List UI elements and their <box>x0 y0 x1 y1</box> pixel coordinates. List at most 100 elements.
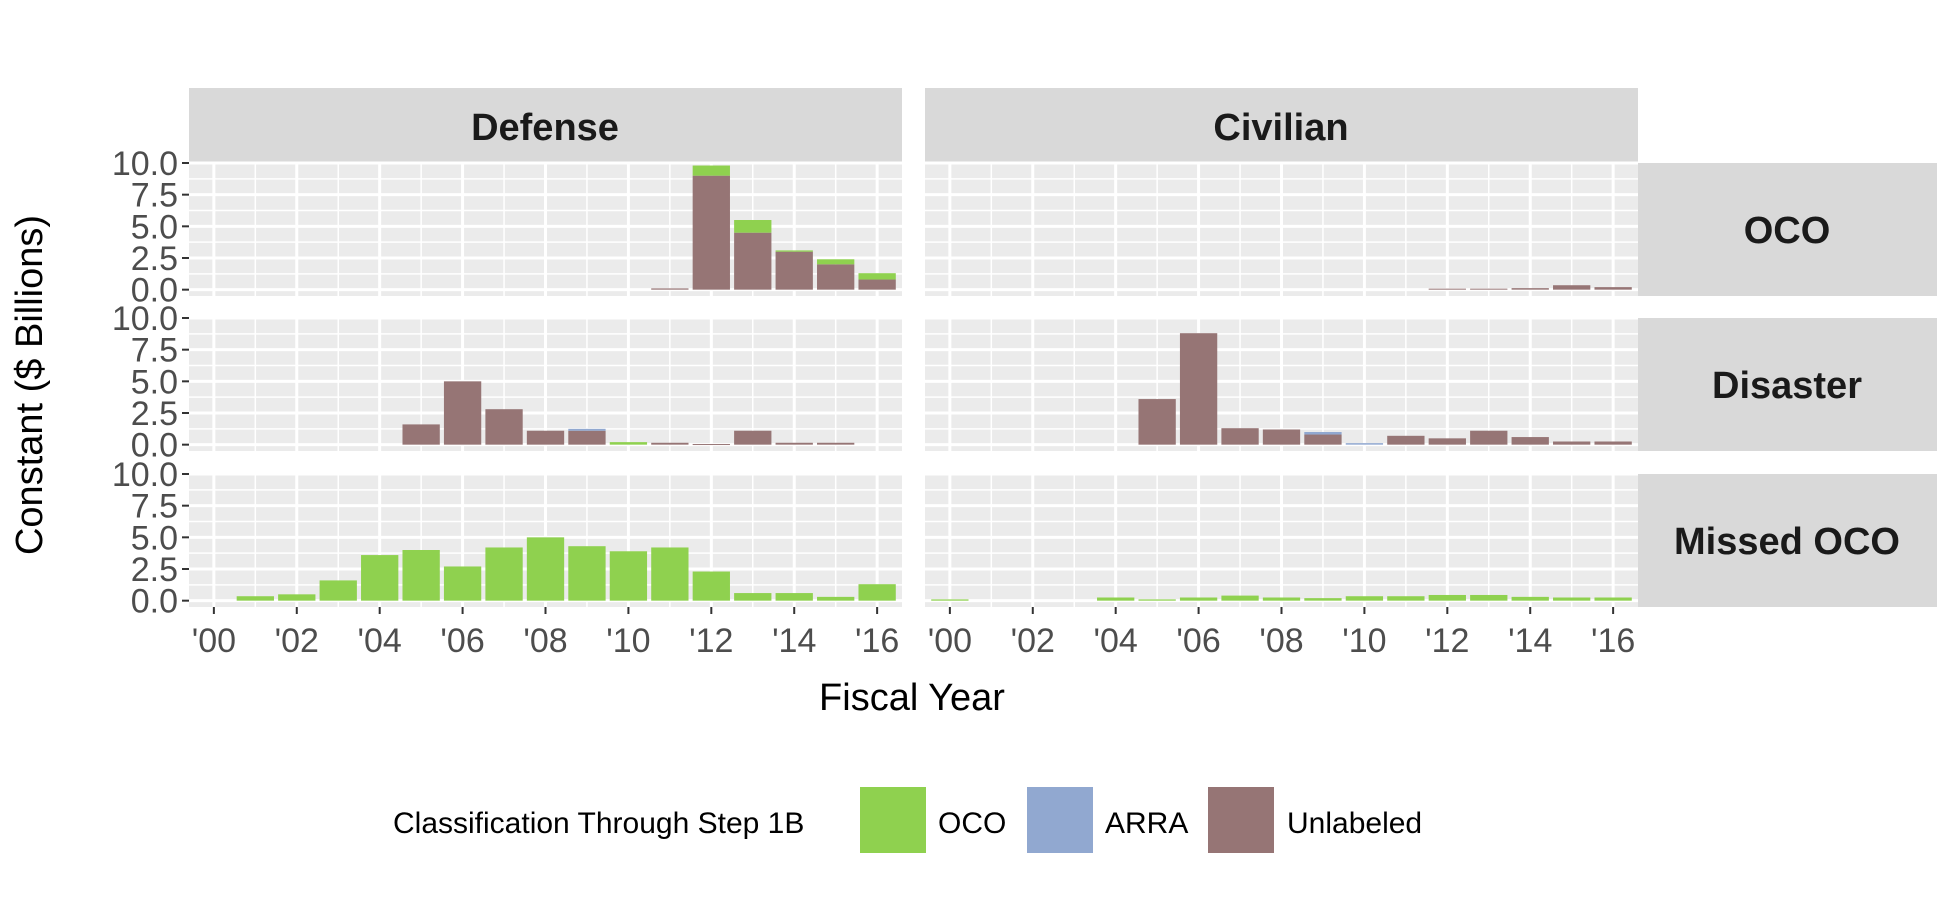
x-tick-label: '12 <box>689 622 733 660</box>
bar-oco-2011 <box>651 547 689 601</box>
legend: Classification Through Step 1B OCO ARRA … <box>393 787 1422 853</box>
bar-oco-2015 <box>817 596 855 601</box>
bar-oco-2004 <box>1097 597 1135 601</box>
strip-civilian-bg <box>925 88 1638 162</box>
bar-unlabeled-2009 <box>1304 434 1342 445</box>
bar-oco-2016 <box>858 584 896 601</box>
y-axis-ticks: 0.02.55.07.510.00.02.55.07.510.00.02.55.… <box>112 145 189 621</box>
strip-civilian-label: Civilian <box>1213 107 1348 149</box>
bar-unlabeled-2012 <box>1428 438 1466 445</box>
x-tick-label: '08 <box>523 622 567 660</box>
y-tick-label: 0.0 <box>131 427 178 465</box>
bar-oco-2007 <box>1221 595 1259 601</box>
bar-unlabeled-2013 <box>734 232 772 290</box>
panel-defense-disaster <box>189 316 902 451</box>
bar-unlabeled-2007 <box>485 409 523 445</box>
legend-label-arra: ARRA <box>1105 807 1188 840</box>
bar-arra-2010 <box>1345 443 1384 445</box>
bar-unlabeled-2005 <box>402 424 440 445</box>
legend-label-oco: OCO <box>938 807 1006 840</box>
x-tick-label: '08 <box>1259 622 1303 660</box>
x-tick-label: '16 <box>855 622 899 660</box>
panel-civilian-disaster <box>925 316 1638 451</box>
strip-disaster-label: Disaster <box>1712 365 1862 407</box>
bar-oco-2007 <box>485 547 523 601</box>
x-tick-label: '02 <box>275 622 319 660</box>
bar-oco-2013 <box>734 220 772 233</box>
bar-unlabeled-2008 <box>1262 429 1301 445</box>
bar-unlabeled-2013 <box>1470 430 1508 445</box>
legend-swatch-arra <box>1027 787 1093 853</box>
bar-unlabeled-2014 <box>1511 288 1549 290</box>
x-tick-label: '14 <box>1508 622 1552 660</box>
legend-swatch-oco <box>860 787 926 853</box>
bar-oco-2016 <box>1594 597 1632 601</box>
bar-oco-2001 <box>236 596 274 601</box>
bar-unlabeled-2006 <box>1179 333 1218 445</box>
bar-oco-2004 <box>361 555 399 601</box>
legend-label-unlabeled: Unlabeled <box>1287 807 1422 840</box>
bar-unlabeled-2014 <box>775 251 813 290</box>
x-tick-label: '06 <box>1176 622 1220 660</box>
x-tick-label: '10 <box>1342 622 1386 660</box>
bar-oco-2014 <box>775 250 813 252</box>
bar-unlabeled-2012 <box>692 175 730 290</box>
y-tick-label: 7.5 <box>131 177 178 215</box>
y-tick-label: 2.5 <box>131 395 178 433</box>
bar-oco-2013 <box>734 593 772 601</box>
y-tick-label: 0.0 <box>131 272 178 310</box>
y-tick-label: 10.0 <box>112 145 178 183</box>
bar-oco-2006 <box>1179 597 1218 601</box>
y-tick-label: 7.5 <box>131 488 178 526</box>
strip-oco-bg <box>1638 163 1937 296</box>
x-tick-label: '04 <box>358 622 402 660</box>
bar-oco-2015 <box>1553 597 1591 601</box>
bar-oco-2006 <box>443 566 482 601</box>
bar-oco-2014 <box>775 593 813 601</box>
panel-defense-missed-oco <box>189 472 902 607</box>
bar-oco-2010 <box>609 442 648 445</box>
bar-unlabeled-2016 <box>1594 441 1632 445</box>
y-tick-label: 5.0 <box>131 363 178 401</box>
y-tick-label: 10.0 <box>112 456 178 494</box>
bar-oco-2011 <box>1387 596 1425 601</box>
bar-oco-2008 <box>1262 597 1301 601</box>
y-axis-title: Constant ($ Billions) <box>9 215 51 555</box>
bar-oco-2000 <box>931 599 969 601</box>
bar-unlabeled-2012 <box>692 444 730 446</box>
legend-swatch-unlabeled <box>1208 787 1274 853</box>
x-tick-label: '04 <box>1094 622 1138 660</box>
bar-unlabeled-2016 <box>858 279 896 290</box>
x-tick-label: '16 <box>1591 622 1635 660</box>
bar-unlabeled-2015 <box>1553 441 1591 445</box>
y-tick-label: 7.5 <box>131 332 178 370</box>
strip-disaster-bg <box>1638 318 1937 451</box>
bar-unlabeled-2013 <box>1470 288 1508 290</box>
x-tick-label: '06 <box>440 622 484 660</box>
y-tick-label: 2.5 <box>131 240 178 278</box>
panel-civilian-oco <box>925 161 1638 296</box>
x-tick-label: '00 <box>192 622 236 660</box>
x-tick-label: '14 <box>772 622 816 660</box>
y-tick-label: 10.0 <box>112 300 178 338</box>
bar-oco-2005 <box>1138 599 1176 601</box>
bar-unlabeled-2015 <box>817 264 855 290</box>
y-tick-label: 5.0 <box>131 208 178 246</box>
panel-defense-oco <box>189 161 902 296</box>
panels-group <box>189 161 1638 607</box>
bar-arra-2009 <box>568 428 606 431</box>
x-tick-label: '10 <box>606 622 650 660</box>
bar-oco-2002 <box>278 594 316 601</box>
bar-oco-2009 <box>568 546 606 601</box>
bar-unlabeled-2013 <box>734 430 772 445</box>
bar-unlabeled-2008 <box>526 430 565 445</box>
bar-unlabeled-2012 <box>1428 288 1466 290</box>
bar-oco-2014 <box>1511 596 1549 601</box>
bar-oco-2012 <box>692 571 730 601</box>
bar-unlabeled-2006 <box>443 381 482 445</box>
panel-civilian-missed-oco <box>925 472 1638 607</box>
x-tick-label: '02 <box>1011 622 1055 660</box>
bar-unlabeled-2015 <box>1553 285 1591 290</box>
bar-unlabeled-2005 <box>1138 399 1176 445</box>
bar-oco-2003 <box>319 580 357 601</box>
